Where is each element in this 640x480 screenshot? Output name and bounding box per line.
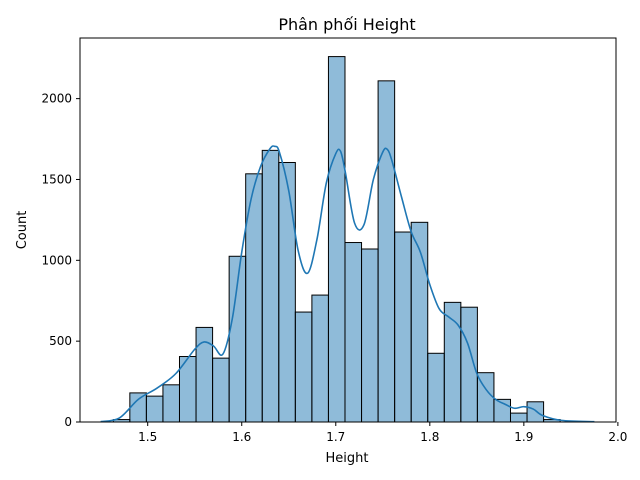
histogram-bar (294, 311, 313, 423)
x-tick-label: 1.5 (138, 430, 157, 444)
histogram-bar (377, 80, 396, 423)
chart-title: Phân phối Height (278, 15, 415, 34)
plot-frame (79, 37, 617, 423)
x-tick-label: 1.7 (326, 430, 345, 444)
histogram-bar (129, 392, 147, 423)
histogram-bar (162, 384, 180, 423)
histogram-bar (361, 248, 379, 423)
histogram-bars (112, 56, 561, 423)
histogram-bar (327, 56, 346, 423)
y-axis-ticks: 0 500 1000 1500 2000 (41, 92, 80, 429)
kde-line (100, 145, 595, 423)
histogram-bar (278, 161, 296, 423)
histogram-bar (509, 412, 528, 423)
histogram-bar (261, 149, 280, 423)
x-axis-label: Height (326, 451, 369, 466)
histogram-bar (344, 242, 363, 423)
histogram-bar (460, 306, 478, 423)
histogram-bar (311, 294, 329, 423)
y-axis-label: Count (15, 211, 30, 250)
x-tick-label: 1.6 (232, 430, 251, 444)
y-tick-label: 0 (64, 415, 72, 429)
histogram-bar (212, 357, 230, 423)
y-tick-label: 500 (49, 334, 72, 348)
histogram-bar (145, 395, 164, 423)
histogram-bar (427, 352, 445, 423)
y-tick-label: 1500 (41, 172, 72, 186)
kde-line-group (100, 145, 595, 423)
x-tick-label: 1.8 (420, 430, 439, 444)
x-axis-ticks: 1.5 1.6 1.7 1.8 1.9 2.0 (138, 422, 627, 444)
x-tick-label: 2.0 (608, 430, 627, 444)
y-tick-label: 2000 (41, 92, 72, 106)
x-tick-label: 1.9 (514, 430, 533, 444)
histogram-bar (410, 221, 429, 423)
histogram-bar (526, 401, 545, 423)
histogram-bar (394, 231, 412, 423)
y-tick-label: 1000 (41, 253, 72, 267)
